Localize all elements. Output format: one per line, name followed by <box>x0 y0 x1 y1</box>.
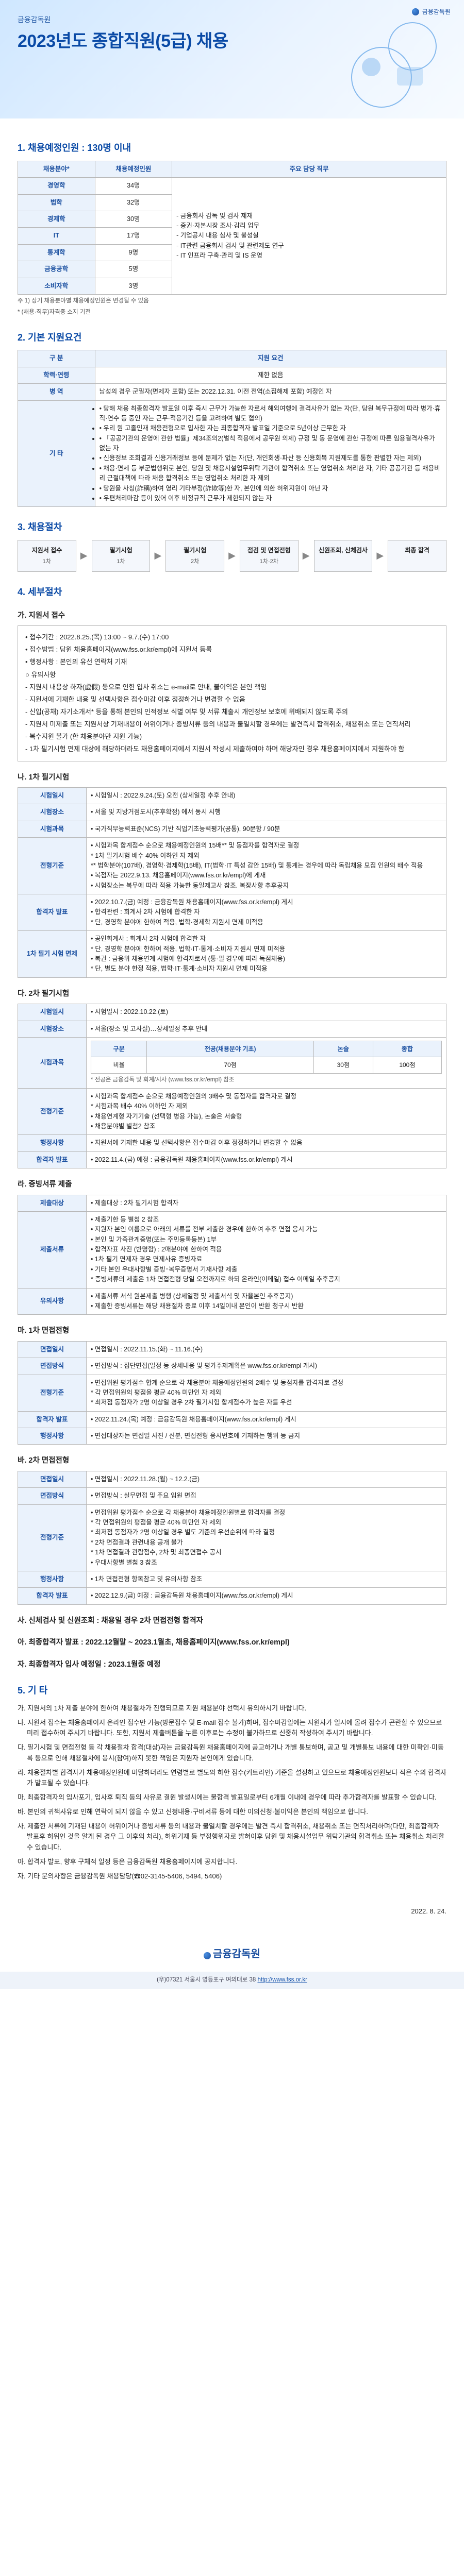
hero-decoration <box>309 21 443 113</box>
table-row: 면접방식• 면접방식 : 집단면접(일정 등 상세내용 및 평가주제계획은 ww… <box>18 1358 446 1375</box>
table-row: 합격자 발표• 2022.11.24.(목) 예정 : 금융감독원 채용홈페이지… <box>18 1411 446 1428</box>
sec3-heading: 3. 채용절차 <box>18 520 446 535</box>
table-row: 전형기준• 시험과목 합계점수 순으로 채용예정인원의 3배수 및 동점자를 합… <box>18 1088 446 1135</box>
sub-c-table: 시험일시• 시험일시 : 2022.10.22.(토)시험장소• 서울(장소 및… <box>18 1004 446 1168</box>
sec5-heading: 5. 기 타 <box>18 1684 446 1698</box>
sec1-note2: * (채용·직무)자격증 소지 기전 <box>18 308 446 317</box>
table-row: 행정사항• 1차 면접전형 항목참고 및 유의사항 참조 <box>18 1571 446 1587</box>
table-row: 경영학34명- 금융회사 감독 및 검사 제재- 중권·자본시장 조사·감리 업… <box>18 178 446 194</box>
table-row: 제출서류• 제출기한 등 별첨 2 참조• 지원자 본인 이름으로 아래의 서류… <box>18 1211 446 1288</box>
sub-f-table: 면접일시• 면접일시 : 2022.11.28.(월) ~ 12.2.(금)면접… <box>18 1471 446 1605</box>
sec2-heading: 2. 기본 지원요건 <box>18 331 446 345</box>
org-mark-top: 금융감독원 <box>412 7 451 17</box>
sub-b-table: 시험일시• 시험일시 : 2022.9.24.(토) 오전 (상세일정 추후 안… <box>18 787 446 978</box>
footer-logo-icon <box>204 1952 211 1959</box>
sub-a-title: 가. 지원서 접수 <box>18 610 446 621</box>
flow-step: 지원서 접수1차 <box>18 540 76 572</box>
sub-b-title: 나. 1차 필기시험 <box>18 772 446 783</box>
table-row: 전형기준• 면접위원 평가점수 순으로 각 채용분야 채용예정인원별로 합격자를… <box>18 1504 446 1571</box>
table-row: 시험과목구분전공(채용분야 기초)논술종합비율70점30점100점* 전공은 금… <box>18 1037 446 1088</box>
table-row: 면접일시• 면접일시 : 2022.11.15.(화) ~ 11.16.(수) <box>18 1341 446 1358</box>
sec2-col-1: 지원 요건 <box>95 350 446 367</box>
table-row: 합격자 발표• 2022.12.9.(금) 예정 : 금융감독원 채용홈페이지(… <box>18 1588 446 1604</box>
sub-d-table: 제출대상• 제출대상 : 2차 필기시험 합격자제출서류• 제출기한 등 별첨 … <box>18 1195 446 1315</box>
sec1-heading: 1. 채용예정인원 : 130명 이내 <box>18 141 446 156</box>
table-row: 학력·연령 제한 없음 <box>18 367 446 383</box>
flow-step: 필기시험1차 <box>92 540 151 572</box>
sub-i-title: 자. 최종합격자 입사 예정일 : 2023.1월중 예정 <box>18 1659 446 1670</box>
sub-h-title: 아. 최종합격자 발표 : 2022.12월말 ~ 2023.1월초, 채용홈페… <box>18 1637 446 1648</box>
sub-e-table: 면접일시• 면접일시 : 2022.11.15.(화) ~ 11.16.(수)면… <box>18 1341 446 1445</box>
table-row: 1차 필기 시험 면제• 공인회계사 : 회계사 2차 시험에 합격한 자 * … <box>18 931 446 978</box>
org-logo-icon <box>412 8 419 15</box>
sub-f-title: 바. 2차 면접전형 <box>18 1455 446 1466</box>
arrow-icon: ▶ <box>303 549 310 563</box>
footer-address-bar: (우)07321 서울시 영등포구 여의대로 38 http://www.fss… <box>0 1972 464 1989</box>
sub-d-title: 라. 증빙서류 제출 <box>18 1179 446 1190</box>
sec1-table: 채용분야* 채용예정인원 주요 담당 직무 경영학34명- 금융회사 감독 및 … <box>18 161 446 295</box>
sec2-table: 구 분 지원 요건 학력·연령 제한 없음 병 역 남성의 경우 군필자(면제자… <box>18 350 446 507</box>
sub-c-title: 다. 2차 필기시험 <box>18 988 446 999</box>
sec5-body: 가. 지원서의 1차 제출 분야에 한하여 채용절차가 진행되므로 지원 채용분… <box>18 1703 446 1882</box>
process-flow: 지원서 접수1차▶필기시험1차▶필기시험2차▶점검 및 면접전형1차·2차▶신원… <box>18 540 446 572</box>
table-row: 행정사항• 면접대상자는 면접일 사진 / 신분, 면접전형 응시번호에 기재하… <box>18 1428 446 1445</box>
table-row: 제출대상• 제출대상 : 2차 필기시험 합격자 <box>18 1195 446 1211</box>
table-row: 전형기준• 면접위원 평가점수 합계 순으로 각 채용분야 채용예정인원의 2배… <box>18 1375 446 1411</box>
issue-date: 2022. 8. 24. <box>0 1906 464 1917</box>
footer: 금융감독원 <box>0 1937 464 1962</box>
org-name-top: 금융감독원 <box>422 7 451 17</box>
flow-step: 점검 및 면접전형1차·2차 <box>240 540 299 572</box>
table-row: 합격자 발표• 2022.11.4.(금) 예정 : 금융감독원 채용홈페이지(… <box>18 1151 446 1168</box>
table-row: 시험과목• 국가직무능력표준(NCS) 기반 직업기초능력평가(공통), 90문… <box>18 821 446 837</box>
table-row: 전형기준• 시험과목 합계점수 순으로 채용예정인원의 15배** 및 동점자를… <box>18 838 446 894</box>
table-row: 병 역 남성의 경우 군필자(면제자 포함) 또는 2022.12.31. 이전… <box>18 384 446 400</box>
footer-org-name: 금융감독원 <box>213 1948 260 1960</box>
arrow-icon: ▶ <box>376 549 384 563</box>
sub-e-title: 마. 1차 면접전형 <box>18 1325 446 1336</box>
table-row: 시험일시• 시험일시 : 2022.10.22.(토) <box>18 1004 446 1021</box>
table-row: 유의사항• 제출서류 서식 원본제출 병행 (상세일정 및 제출서식 및 자율본… <box>18 1288 446 1315</box>
sec1-col-1: 채용예정인원 <box>95 161 172 177</box>
sub-a-box: • 접수기간 : 2022.8.25.(목) 13:00 ~ 9.7.(수) 1… <box>18 625 446 761</box>
table-row: 시험장소• 서울 및 지방거점도시(추후확정) 에서 동시 시행 <box>18 804 446 821</box>
table-row: 면접일시• 면접일시 : 2022.11.28.(월) ~ 12.2.(금) <box>18 1471 446 1487</box>
sec4-heading: 4. 세부절차 <box>18 585 446 600</box>
sec1-col-2: 주요 담당 직무 <box>172 161 446 177</box>
table-row: 합격자 발표• 2022.10.7.(금) 예정 : 금융감독원 채용홈페이지(… <box>18 894 446 931</box>
table-row: 시험장소• 서울(장소 및 고사실)…상세일정 추후 안내 <box>18 1021 446 1037</box>
footer-url-link[interactable]: http://www.fss.or.kr <box>257 1977 307 1983</box>
sec1-col-0: 채용분야* <box>18 161 95 177</box>
arrow-icon: ▶ <box>154 549 161 563</box>
table-row: 면접방식• 면접방식 : 실무면접 및 주요 임원 면접 <box>18 1488 446 1504</box>
hero-banner: 금융감독원 금융감독원 2023년도 종합직원(5급) 채용 <box>0 0 464 118</box>
sec1-note1: 주 1) 상기 채용분야별 채용예정인원은 변경될 수 있음 <box>18 297 446 306</box>
table-row: 시험일시• 시험일시 : 2022.9.24.(토) 오전 (상세일정 추후 안… <box>18 788 446 804</box>
table-row: 기 타 • 당해 채용 최종합격자 발표일 이후 즉시 근무가 가능한 자로서 … <box>18 400 446 507</box>
sec2-longcell: • 당해 채용 최종합격자 발표일 이후 즉시 근무가 가능한 자로서 해외여행… <box>95 400 446 507</box>
flow-step: 필기시험2차 <box>165 540 224 572</box>
table-row: 행정사항• 지원서에 기재한 내용 및 선택사항은 접수마감 이후 정정하거나 … <box>18 1135 446 1151</box>
sec2-col-0: 구 분 <box>18 350 95 367</box>
flow-step: 최종 합격 <box>388 540 446 572</box>
sub-g-title: 사. 신체검사 및 신원조회 : 채용일 경우 2차 면접전형 합격자 <box>18 1615 446 1626</box>
flow-step: 신원조회, 신체검사 <box>314 540 373 572</box>
arrow-icon: ▶ <box>228 549 236 563</box>
arrow-icon: ▶ <box>80 549 88 563</box>
